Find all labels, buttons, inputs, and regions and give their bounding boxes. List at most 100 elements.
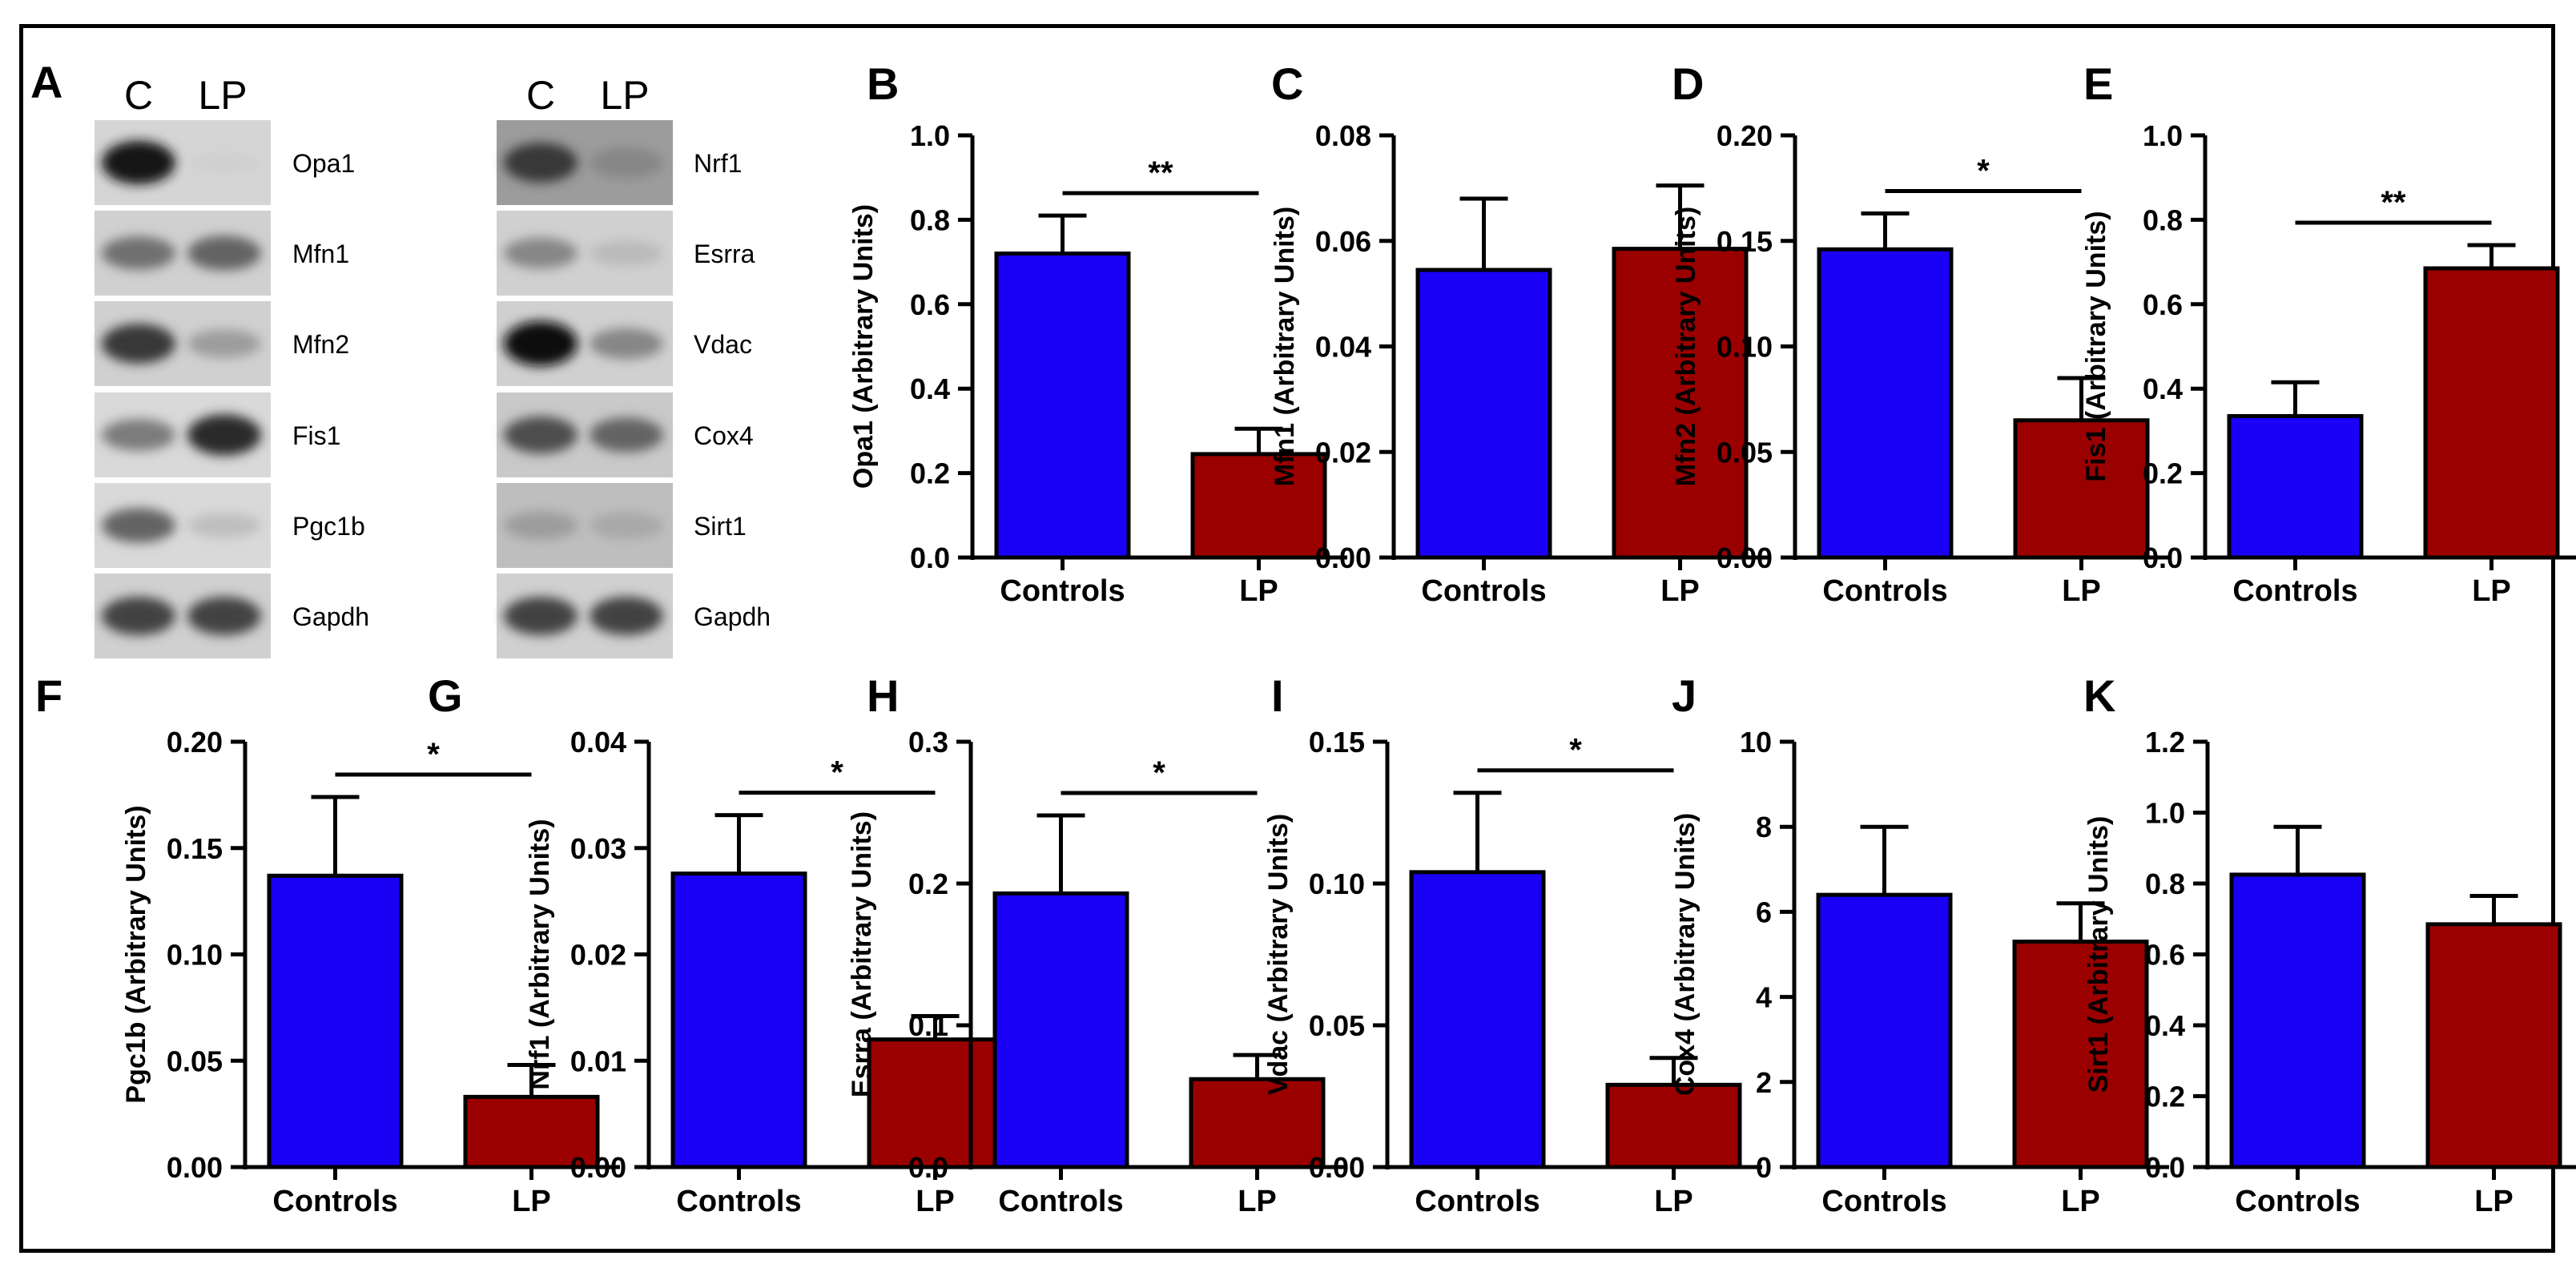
y-tick-label: 1.0 [910, 119, 950, 152]
chart-panel-G: G 0.00 0.01 0.02 0.03 0.04 Controls LP Nrf1 (Arb… [428, 670, 1024, 1218]
y-tick-label: 0.04 [570, 726, 626, 759]
x-tick-label: LP [2474, 1185, 2514, 1218]
lane-header: LP [198, 73, 247, 118]
band-control [504, 237, 578, 269]
y-tick-label: 0.04 [1315, 331, 1371, 364]
significance-marker: ** [2381, 185, 2406, 220]
y-tick-label: 0.3 [908, 726, 948, 759]
y-tick-label: 0.10 [167, 939, 223, 972]
x-tick-label: Controls [1421, 574, 1546, 608]
y-tick-label: 0.6 [2143, 288, 2183, 321]
x-tick-label: Controls [272, 1185, 397, 1218]
bar-lp [1612, 247, 1749, 560]
y-tick-label: 0.00 [1717, 541, 1773, 574]
bar-controls [1409, 870, 1546, 1169]
y-tick-label: 0.2 [908, 867, 948, 900]
band-lp [590, 512, 663, 539]
panel-letter: J [1672, 670, 1697, 721]
chart-panel-C: C 0.00 0.02 0.04 0.06 0.08 Controls LP Mfn1 (Arb… [1270, 58, 1769, 608]
bar-lp [463, 1094, 600, 1169]
y-tick-label: 0.0 [908, 1151, 948, 1184]
band-label: Gapdh [694, 602, 771, 631]
bar-lp [1190, 452, 1327, 560]
panel-letter: K [2083, 670, 2115, 721]
x-tick-label: LP [1238, 1185, 1277, 1218]
panel-letter: C [1271, 58, 1303, 109]
y-tick-label: 0.10 [1309, 867, 1365, 900]
panel-letter: G [428, 670, 463, 721]
x-tick-label: Controls [998, 1185, 1123, 1218]
band-lp [590, 328, 663, 360]
band-lp [590, 417, 663, 453]
band-label: Pgc1b [292, 512, 365, 541]
significance-marker: * [1153, 755, 1165, 791]
band-lp [187, 513, 261, 538]
chart-panel-K: K 0.0 0.2 0.4 0.6 0.8 1.0 1.2 Controls LP Sirt1 (A… [2083, 670, 2576, 1218]
y-tick-label: 0.1 [908, 1009, 948, 1042]
y-tick-label: 0.8 [910, 203, 950, 236]
band-control [102, 236, 175, 270]
y-tick-label: 8 [1756, 811, 1772, 843]
band-label: Mfn2 [292, 330, 349, 359]
y-tick-label: 0.05 [167, 1045, 223, 1077]
y-tick-label: 0.00 [1309, 1151, 1365, 1184]
panel-letter: D [1672, 58, 1704, 109]
y-tick-label: 0.4 [910, 372, 950, 405]
y-axis-label: Sirt1 (Arbitrary Units) [2083, 816, 2114, 1093]
panel-letter: H [867, 670, 899, 721]
x-tick-label: Controls [1821, 1185, 1946, 1218]
y-tick-label: 0.08 [1315, 119, 1371, 152]
band-label: Nrf1 [694, 149, 742, 178]
y-tick-label: 0.4 [2143, 372, 2183, 405]
y-tick-label: 0.02 [570, 939, 626, 972]
y-tick-label: 0.02 [1315, 436, 1371, 469]
band-label: Opa1 [292, 149, 355, 178]
y-tick-label: 0.2 [2145, 1081, 2185, 1113]
x-tick-label: LP [2061, 1185, 2100, 1218]
bar-lp [2012, 940, 2149, 1169]
band-control [504, 143, 578, 183]
y-axis-label: Fis1 (Arbitrary Units) [2081, 211, 2111, 481]
x-tick-label: LP [916, 1185, 955, 1218]
x-tick-label: Controls [676, 1185, 801, 1218]
bar-lp [1605, 1082, 1742, 1169]
band-control [102, 508, 175, 543]
band-control [102, 140, 175, 185]
band-lp [187, 329, 261, 358]
bar-controls [670, 871, 807, 1169]
panel-letter: A [30, 57, 62, 107]
lane-header: LP [600, 73, 649, 118]
bar-controls [267, 873, 404, 1169]
significance-marker: * [427, 737, 440, 772]
y-tick-label: 0.00 [1315, 541, 1371, 574]
band-control [102, 419, 175, 451]
x-tick-label: LP [2472, 574, 2511, 608]
y-tick-label: 0.20 [1717, 119, 1773, 152]
panel-letter: B [867, 58, 899, 109]
lane-header: C [526, 73, 555, 118]
y-tick-label: 0.0 [2145, 1151, 2185, 1184]
band-control [102, 597, 175, 635]
x-tick-label: Controls [2235, 1185, 2360, 1218]
chart-panel-I: I 0.00 0.05 0.10 0.15 Controls LP Vdac (Arbitra… [1263, 670, 1762, 1218]
y-tick-label: 10 [1740, 726, 1772, 759]
band-control [504, 597, 578, 635]
panel-letter: I [1271, 670, 1284, 721]
band-label: Vdac [694, 330, 752, 359]
band-label: Mfn1 [292, 240, 349, 268]
significance-marker: * [831, 755, 843, 791]
y-tick-label: 1.0 [2143, 119, 2183, 152]
y-axis-label: Mfn2 (Arbitrary Units) [1671, 207, 1701, 486]
y-tick-label: 0.4 [2145, 1009, 2185, 1042]
significance-marker: * [1977, 153, 1990, 188]
panel-letter: F [35, 670, 62, 721]
blot-panel-1: A C LP Opa1 Mfn1 Mfn2 Fis1 Pgc1b Gapdh [30, 57, 369, 658]
y-tick-label: 0.15 [1309, 726, 1365, 759]
band-label: Esrra [694, 240, 755, 268]
band-label: Fis1 [292, 421, 340, 450]
chart-panel-B: B 0.0 0.2 0.4 0.6 0.8 1.0 Controls LP Opa1 (Arbit… [848, 58, 1347, 608]
bar-controls [1816, 892, 1953, 1169]
x-tick-label: Controls [1822, 574, 1947, 608]
y-tick-label: 6 [1756, 896, 1772, 928]
y-tick-label: 0.2 [910, 457, 950, 490]
